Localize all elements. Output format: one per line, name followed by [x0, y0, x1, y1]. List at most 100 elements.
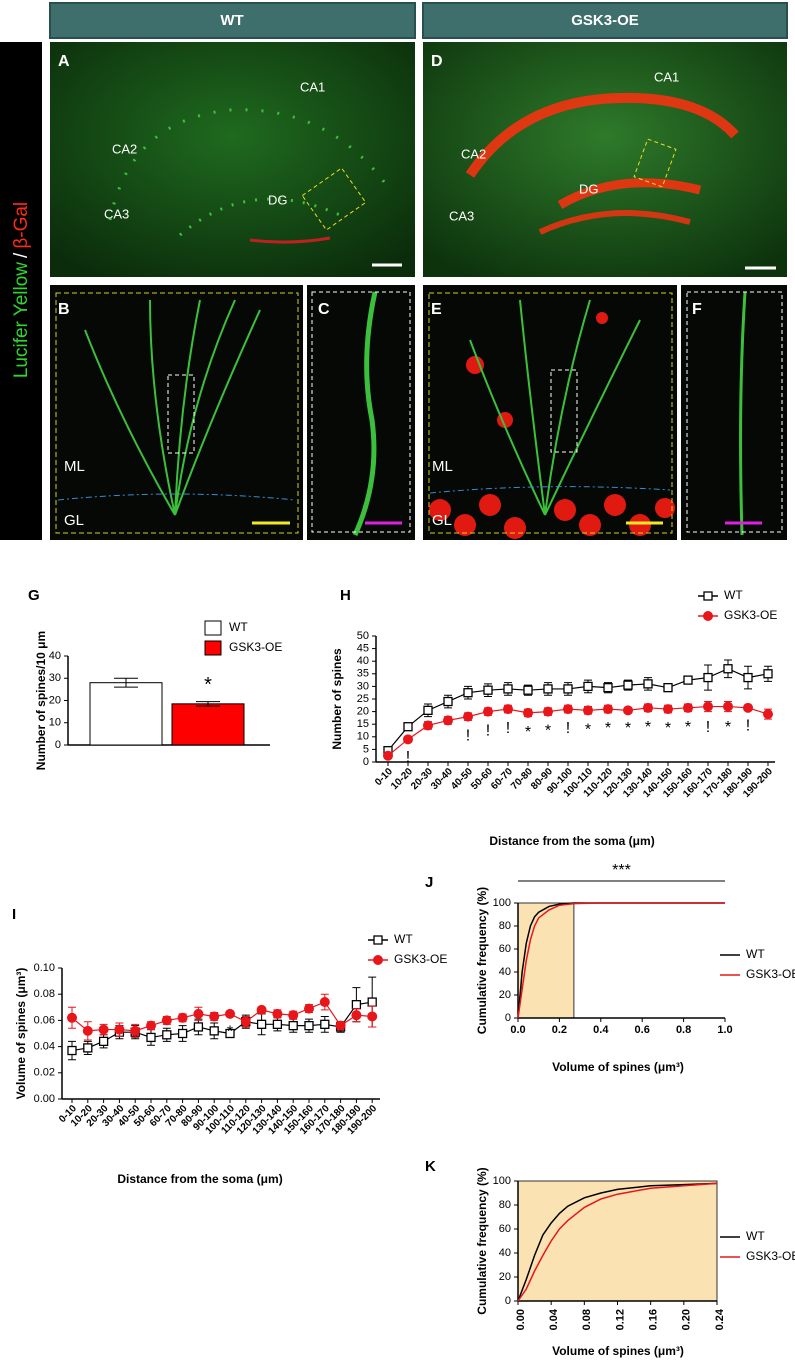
point — [743, 702, 753, 713]
x-axis-label: Distance from the soma (μm) — [117, 1172, 282, 1186]
y-axis-label: Cumulative frequency (%) — [475, 1167, 489, 1314]
point — [703, 591, 713, 601]
point — [98, 1024, 109, 1035]
point — [162, 1030, 172, 1040]
point — [763, 669, 773, 679]
point — [288, 1010, 299, 1021]
x-tick-label: 10-20 — [389, 766, 415, 792]
red-signal — [538, 210, 691, 235]
inset-box — [167, 374, 195, 454]
region-label: CA2 — [112, 141, 137, 156]
significance: * — [725, 719, 731, 736]
red-signal — [465, 92, 739, 178]
micrograph — [423, 285, 677, 540]
inset-box — [550, 369, 578, 453]
point — [225, 1008, 235, 1019]
inset-box — [55, 292, 299, 534]
point — [443, 696, 453, 707]
y-tick-label: 40 — [499, 966, 511, 978]
point — [523, 685, 533, 695]
panel-letter: C — [318, 301, 330, 318]
dendrites — [469, 299, 641, 516]
point — [443, 715, 453, 726]
y-tick-label: 20 — [357, 706, 369, 718]
point — [373, 935, 383, 945]
point — [703, 611, 713, 621]
point — [703, 701, 713, 712]
point — [663, 704, 673, 715]
panel-letter: E — [431, 301, 442, 318]
legend-label: GSK3-OE — [746, 967, 795, 981]
significance: ! — [406, 749, 410, 766]
highlight-region — [517, 902, 575, 1019]
inset-box — [686, 291, 783, 533]
x-axis-label: Volume of spines (μm³) — [552, 1344, 684, 1358]
point — [146, 1020, 156, 1031]
micrograph — [307, 285, 415, 540]
y-tick-label: 30 — [357, 680, 369, 692]
point — [193, 1022, 204, 1032]
y-axis-label: Number of spines — [330, 648, 344, 750]
point — [563, 704, 573, 715]
neurons — [108, 108, 392, 221]
y-axis-label: Cumulative frequency (%) — [475, 887, 489, 1034]
point — [423, 705, 433, 715]
y-tick-label: 0.10 — [34, 962, 55, 974]
region-label: CA3 — [449, 208, 474, 223]
point — [373, 955, 383, 965]
series-line — [517, 1182, 718, 1302]
stain-label: Lucifer Yellow / β-Gal — [11, 202, 32, 378]
point — [643, 702, 653, 713]
legend-label: GSK3-OE — [394, 952, 447, 966]
error-bar — [114, 677, 138, 688]
point — [763, 709, 773, 720]
header: GSK3-OE — [571, 12, 639, 29]
y-tick-label: 40 — [357, 655, 369, 667]
y-tick-label: 100 — [493, 1175, 511, 1187]
significance: ! — [506, 720, 510, 737]
point — [503, 704, 513, 715]
legend-label: GSK3-OE — [746, 1249, 795, 1263]
y-tick-label: 30 — [49, 672, 61, 684]
point — [723, 664, 733, 674]
legend-label: WT — [724, 588, 743, 602]
series-line — [517, 1182, 718, 1302]
y-tick-label: 80 — [499, 920, 511, 932]
panel-letter: G — [28, 587, 40, 604]
x-tick-label: 0.12 — [614, 1309, 626, 1330]
series-line — [387, 705, 769, 757]
x-tick-label: 70-80 — [509, 766, 535, 792]
point — [463, 711, 473, 722]
y-tick-label: 15 — [357, 718, 369, 730]
inset-box — [301, 167, 367, 231]
point — [209, 1011, 220, 1022]
point — [225, 1028, 235, 1039]
bar — [171, 703, 245, 746]
y-tick-label: 20 — [49, 694, 61, 706]
micrograph — [50, 42, 415, 277]
layer-label: ML — [64, 458, 85, 475]
x-tick-label: 0.4 — [593, 1024, 609, 1036]
panel-letter: K — [425, 1158, 436, 1175]
stain-red: β-Gal — [11, 202, 32, 249]
region-label: CA3 — [104, 206, 129, 221]
panel-letter: H — [340, 587, 351, 604]
point — [114, 1024, 125, 1035]
y-tick-label: 20 — [499, 989, 511, 1001]
x-tick-label: 1.0 — [717, 1024, 732, 1036]
y-tick-label: 40 — [499, 1247, 511, 1259]
point — [367, 997, 377, 1007]
y-tick-label: 0.02 — [34, 1067, 55, 1079]
x-tick-label: 0.0 — [510, 1024, 525, 1036]
inset-box — [311, 291, 411, 533]
panel-letter: F — [692, 301, 702, 318]
region-label: DG — [579, 181, 599, 196]
legend-swatch — [204, 640, 222, 656]
panel-letter: D — [431, 53, 443, 70]
significance: * — [545, 723, 551, 740]
point — [272, 1008, 283, 1019]
point — [272, 1019, 283, 1029]
panel-letter: A — [58, 53, 70, 70]
y-tick-label: 50 — [357, 630, 369, 642]
